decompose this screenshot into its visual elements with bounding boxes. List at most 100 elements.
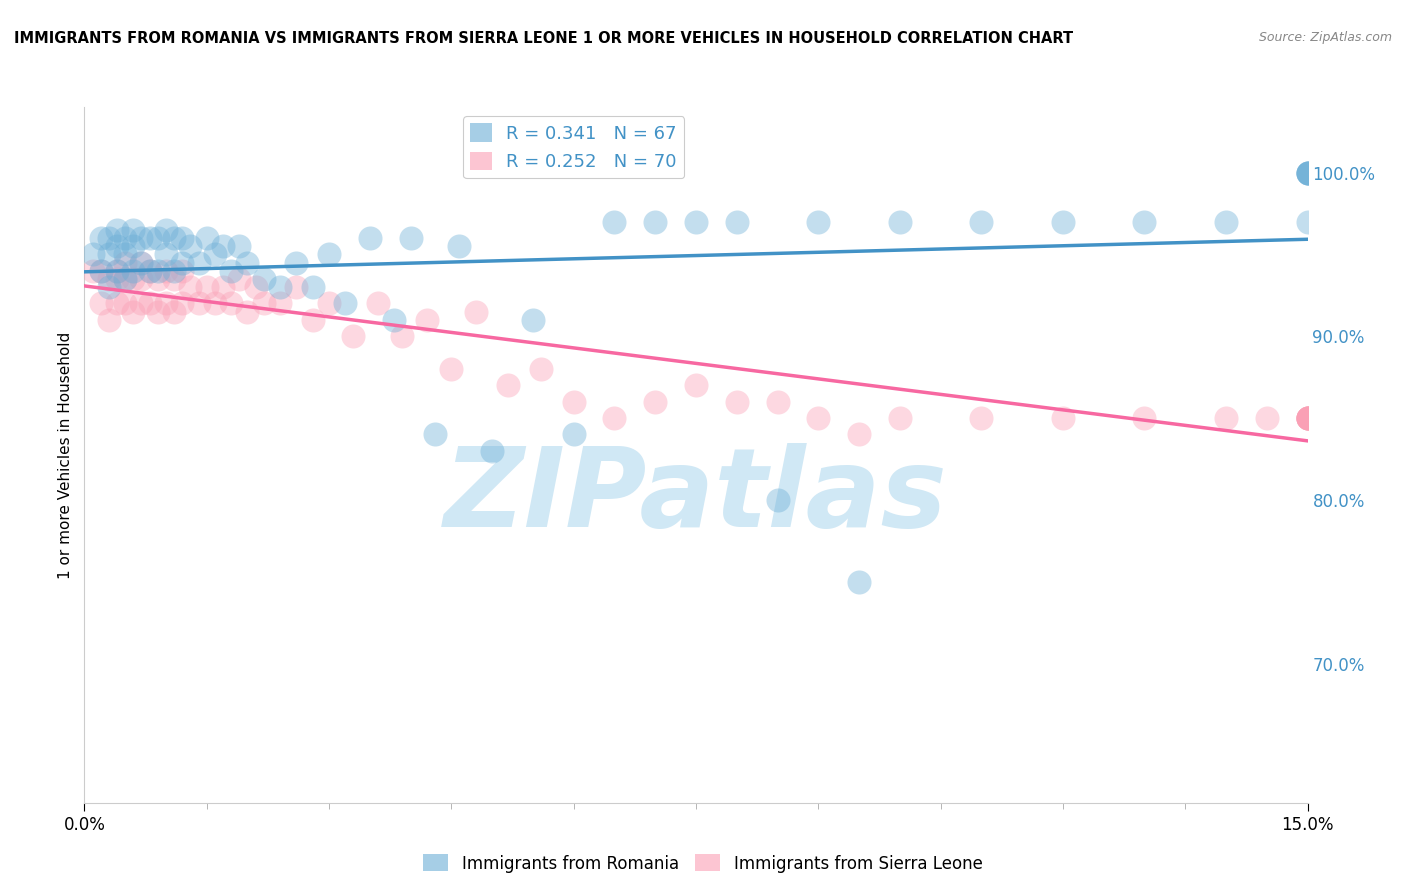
Point bbox=[219, 296, 242, 310]
Point bbox=[105, 296, 128, 310]
Point bbox=[1256, 411, 1278, 425]
Point bbox=[105, 264, 128, 278]
Point bbox=[122, 239, 145, 253]
Point bbox=[114, 272, 136, 286]
Point bbox=[122, 264, 145, 278]
Point bbox=[253, 272, 276, 286]
Point bbox=[172, 264, 194, 278]
Point bbox=[90, 296, 112, 310]
Point bbox=[644, 214, 666, 228]
Point bbox=[1296, 411, 1319, 425]
Point bbox=[146, 272, 169, 286]
Point bbox=[530, 362, 553, 376]
Point bbox=[1296, 165, 1319, 179]
Point bbox=[481, 443, 503, 458]
Point bbox=[138, 264, 160, 278]
Point bbox=[155, 223, 177, 237]
Point bbox=[195, 231, 218, 245]
Text: Source: ZipAtlas.com: Source: ZipAtlas.com bbox=[1258, 31, 1392, 45]
Point bbox=[399, 231, 422, 245]
Point bbox=[766, 394, 789, 409]
Point bbox=[212, 280, 235, 294]
Point bbox=[318, 247, 340, 261]
Point bbox=[367, 296, 389, 310]
Point bbox=[382, 313, 405, 327]
Point bbox=[301, 313, 323, 327]
Point bbox=[970, 214, 993, 228]
Point bbox=[163, 272, 186, 286]
Point bbox=[138, 231, 160, 245]
Point bbox=[236, 304, 259, 318]
Point bbox=[301, 280, 323, 294]
Point bbox=[1215, 411, 1237, 425]
Point bbox=[146, 264, 169, 278]
Point bbox=[1133, 214, 1156, 228]
Point bbox=[725, 214, 748, 228]
Point bbox=[1296, 165, 1319, 179]
Point bbox=[848, 574, 870, 589]
Point bbox=[82, 247, 104, 261]
Point bbox=[228, 239, 250, 253]
Point bbox=[138, 296, 160, 310]
Point bbox=[1296, 165, 1319, 179]
Point bbox=[269, 296, 291, 310]
Point bbox=[1296, 214, 1319, 228]
Point bbox=[163, 264, 186, 278]
Point bbox=[97, 280, 120, 294]
Point bbox=[114, 231, 136, 245]
Point bbox=[172, 255, 194, 269]
Point bbox=[1133, 411, 1156, 425]
Point bbox=[114, 247, 136, 261]
Point bbox=[342, 329, 364, 343]
Point bbox=[122, 223, 145, 237]
Point bbox=[1052, 411, 1074, 425]
Point bbox=[97, 272, 120, 286]
Point bbox=[498, 378, 520, 392]
Point bbox=[1296, 411, 1319, 425]
Point bbox=[603, 411, 626, 425]
Point bbox=[562, 394, 585, 409]
Point bbox=[522, 313, 544, 327]
Point bbox=[1052, 214, 1074, 228]
Point bbox=[131, 272, 153, 286]
Point bbox=[807, 411, 830, 425]
Point bbox=[163, 231, 186, 245]
Point bbox=[155, 247, 177, 261]
Point bbox=[219, 264, 242, 278]
Point bbox=[146, 304, 169, 318]
Point bbox=[97, 313, 120, 327]
Point bbox=[1296, 411, 1319, 425]
Point bbox=[848, 427, 870, 442]
Point bbox=[228, 272, 250, 286]
Point bbox=[155, 264, 177, 278]
Point bbox=[105, 272, 128, 286]
Point bbox=[970, 411, 993, 425]
Point bbox=[212, 239, 235, 253]
Point bbox=[114, 272, 136, 286]
Point bbox=[644, 394, 666, 409]
Point bbox=[172, 231, 194, 245]
Point bbox=[195, 280, 218, 294]
Point bbox=[114, 296, 136, 310]
Text: ZIPatlas: ZIPatlas bbox=[444, 443, 948, 550]
Point bbox=[253, 296, 276, 310]
Text: IMMIGRANTS FROM ROMANIA VS IMMIGRANTS FROM SIERRA LEONE 1 OR MORE VEHICLES IN HO: IMMIGRANTS FROM ROMANIA VS IMMIGRANTS FR… bbox=[14, 31, 1073, 46]
Point bbox=[105, 223, 128, 237]
Point bbox=[90, 264, 112, 278]
Point bbox=[236, 255, 259, 269]
Point bbox=[97, 231, 120, 245]
Point bbox=[685, 214, 707, 228]
Point bbox=[889, 214, 911, 228]
Point bbox=[122, 304, 145, 318]
Point bbox=[105, 239, 128, 253]
Point bbox=[90, 231, 112, 245]
Point bbox=[1296, 165, 1319, 179]
Point bbox=[318, 296, 340, 310]
Point bbox=[122, 272, 145, 286]
Point bbox=[440, 362, 463, 376]
Point bbox=[685, 378, 707, 392]
Point bbox=[131, 231, 153, 245]
Point bbox=[725, 394, 748, 409]
Point bbox=[131, 296, 153, 310]
Point bbox=[163, 304, 186, 318]
